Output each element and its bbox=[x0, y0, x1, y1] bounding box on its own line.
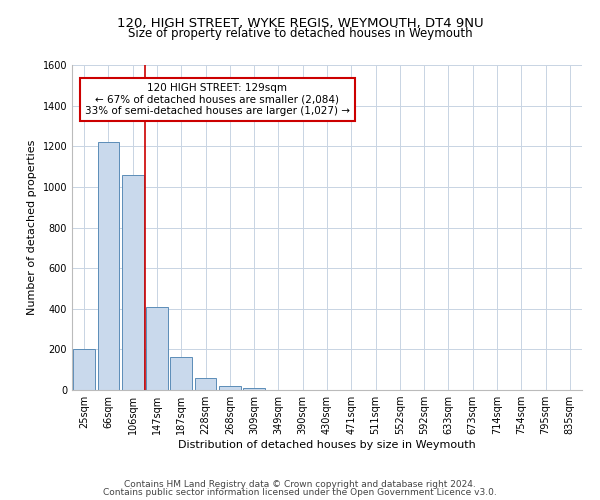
Text: 120 HIGH STREET: 129sqm
← 67% of detached houses are smaller (2,084)
33% of semi: 120 HIGH STREET: 129sqm ← 67% of detache… bbox=[85, 83, 350, 116]
Text: 120, HIGH STREET, WYKE REGIS, WEYMOUTH, DT4 9NU: 120, HIGH STREET, WYKE REGIS, WEYMOUTH, … bbox=[116, 18, 484, 30]
Bar bbox=[243, 388, 265, 390]
Text: Size of property relative to detached houses in Weymouth: Size of property relative to detached ho… bbox=[128, 28, 472, 40]
X-axis label: Distribution of detached houses by size in Weymouth: Distribution of detached houses by size … bbox=[178, 440, 476, 450]
Bar bbox=[73, 350, 95, 390]
Y-axis label: Number of detached properties: Number of detached properties bbox=[27, 140, 37, 315]
Bar bbox=[219, 386, 241, 390]
Bar bbox=[170, 357, 192, 390]
Bar bbox=[146, 306, 168, 390]
Bar bbox=[194, 378, 217, 390]
Text: Contains HM Land Registry data © Crown copyright and database right 2024.: Contains HM Land Registry data © Crown c… bbox=[124, 480, 476, 489]
Text: Contains public sector information licensed under the Open Government Licence v3: Contains public sector information licen… bbox=[103, 488, 497, 497]
Bar bbox=[122, 174, 143, 390]
Bar bbox=[97, 142, 119, 390]
